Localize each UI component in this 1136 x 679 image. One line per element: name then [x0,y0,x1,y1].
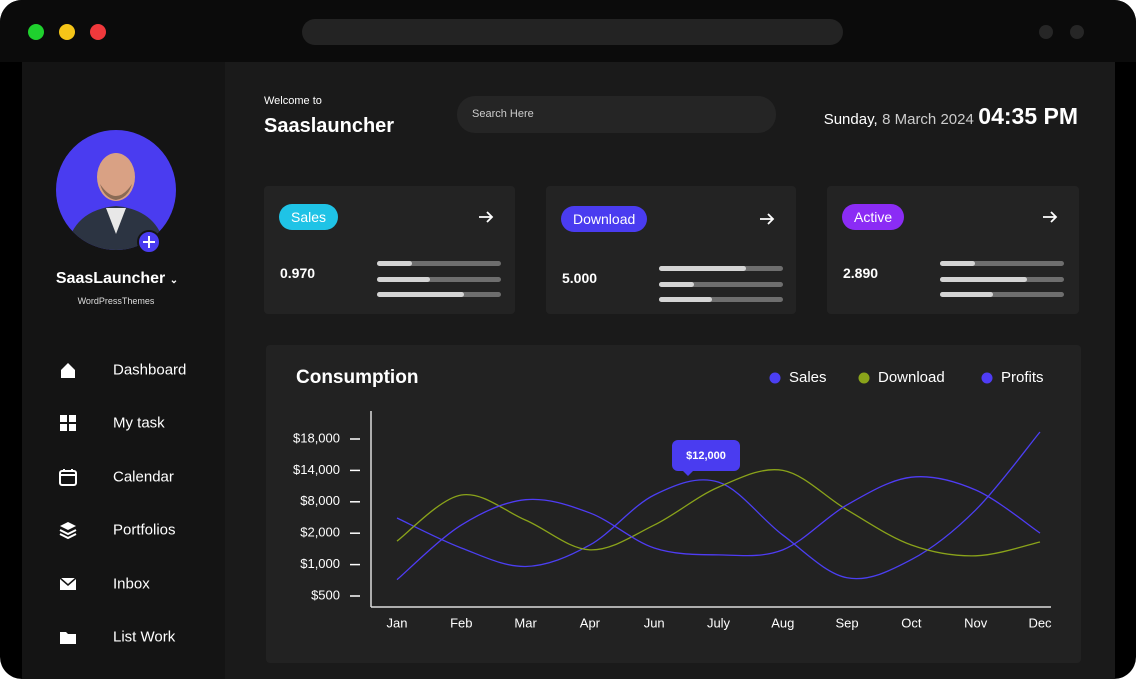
card-value: 5.000 [562,270,598,286]
search-box[interactable]: Search Here [457,96,776,133]
chart-panel: Consumption $500 $1,000 $2,000 $8,000 $14,00… [266,345,1081,663]
progress-track [377,261,501,266]
card-arrow[interactable] [758,210,776,228]
stat-card: Active 2.890 [827,186,1079,314]
y-tick-label: $500 [311,587,340,602]
progress-track [940,261,1064,266]
profile-name-text: SaasLauncher [55,270,166,287]
window-button[interactable] [59,24,75,40]
window-dot [1070,25,1084,39]
menu-icon [59,414,77,432]
chart: Consumption $500 $1,000 $2,000 $8,000 $14,00… [293,367,1052,630]
window-button[interactable] [90,24,106,40]
progress-track [659,297,783,302]
avatar [56,130,176,254]
day: Sunday, [823,111,878,128]
progress-track [377,276,501,282]
menu-icon [59,361,77,379]
progress-track [940,276,1064,282]
x-tick-label: Jan [387,615,408,630]
progress-track [659,281,783,287]
series-line [396,431,1041,580]
legend-label: Sales [789,369,827,386]
series-line [396,476,1041,581]
welcome-text: Welcome to [264,95,322,107]
menu-icon [59,521,77,540]
stat-card: Sales 0.970 [264,186,515,314]
progress-track [659,266,783,271]
x-tick-label: Oct [901,615,922,630]
datetime: Sunday, 8 March 2024 04:35 PM [824,103,1078,130]
x-tick-label: Sep [836,615,859,630]
legend-label: Profits [1001,369,1044,386]
progress-fill [377,292,464,297]
search-placeholder: Search Here [472,108,534,120]
x-tick-label: July [707,615,731,630]
y-tick-label: $18,000 [293,430,340,445]
progress-fill [659,297,713,302]
progress-fill [377,276,431,282]
tooltip-box [672,440,740,471]
card-value: 0.970 [280,265,316,281]
card-label: Download [561,206,648,232]
y-tick-label: $2,000 [300,525,340,540]
progress-fill [659,266,746,271]
menu-icon [59,468,77,486]
menu-item[interactable]: Portfolios [113,521,176,539]
menu-item[interactable]: List Work [113,628,176,646]
progress-track [377,292,501,297]
x-tick-label: Feb [450,615,472,630]
profile-subtitle: WordPressThemes [77,296,155,306]
y-tick-label: $1,000 [300,556,340,571]
menu-icon [59,575,77,593]
time: 04:35 PM [978,103,1078,129]
x-tick-label: Aug [771,615,794,630]
x-tick-label: Mar [514,615,537,630]
menu-item[interactable]: Inbox [113,575,150,593]
x-tick-label: Nov [964,615,988,630]
stat-card: Download 5.000 [546,186,796,314]
y-tick-label: $14,000 [293,462,340,477]
window-dot [1039,25,1053,39]
progress-fill [659,281,694,287]
legend-label: Download [878,369,945,386]
progress-fill [940,292,994,297]
sidebar: SaasLauncher ⌄ WordPressThemes Dashboard… [22,62,225,679]
legend-dot [858,372,870,384]
date: 8 March 2024 [882,111,974,128]
tooltip-text: $12,000 [686,450,726,462]
menu-item[interactable]: Calendar [113,468,174,486]
card-label: Sales [279,204,339,230]
legend-dot [981,372,993,384]
y-tick-label: $8,000 [300,493,340,508]
progress-fill [377,261,412,266]
card-value: 2.890 [843,265,879,281]
legend-dot [769,372,781,384]
x-tick-label: Dec [1028,615,1052,630]
progress-fill [940,276,1027,282]
card-arrow[interactable] [477,208,495,226]
tooltip-pointer [683,471,693,476]
menu-item[interactable]: Dashboard [113,361,187,379]
menu-item[interactable]: My task [113,414,165,432]
window-button[interactable] [28,24,44,40]
chart-title: Consumption [296,367,418,388]
x-tick-label: Apr [580,615,601,630]
card-label: Active [842,204,905,230]
address-bar[interactable] [302,19,843,45]
series-line [396,469,1041,557]
menu-icon [59,628,77,646]
app-title: Saaslauncher [264,115,395,137]
card-arrow[interactable] [1041,208,1059,226]
profile-name[interactable]: SaasLauncher ⌄ [55,270,179,287]
progress-track [940,292,1064,297]
x-tick-label: Jun [644,615,665,630]
progress-fill [940,261,975,266]
